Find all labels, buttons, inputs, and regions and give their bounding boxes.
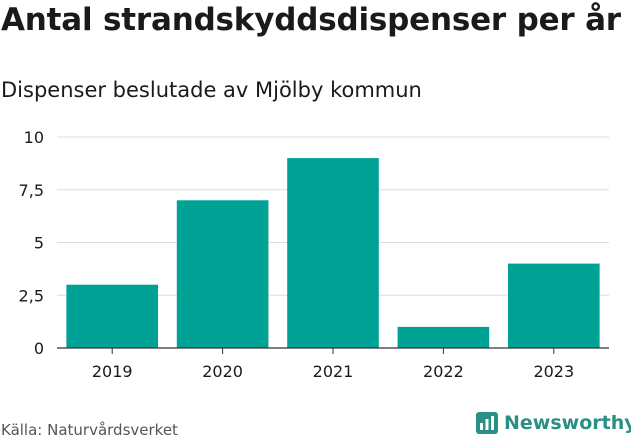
- bar-2020: [176, 200, 269, 348]
- newsworthy-logo-icon: [476, 412, 498, 434]
- y-tick-label: 10: [24, 128, 44, 147]
- bar-2023: [507, 263, 600, 348]
- x-tick-label: 2020: [202, 362, 243, 381]
- brand-name: Newsworthy: [504, 412, 631, 434]
- chart-title: Antal strandskyddsdispenser per år: [1, 2, 621, 38]
- y-tick-label: 0: [34, 339, 44, 358]
- bar-2019: [66, 284, 159, 348]
- y-tick-label: 5: [34, 234, 44, 253]
- source-note: Källa: Naturvårdsverket: [1, 421, 178, 439]
- x-tick-label: 2023: [533, 362, 574, 381]
- chart-subtitle: Dispenser beslutade av Mjölby kommun: [1, 78, 422, 102]
- bar-chart: 0 2,5 5 7,5 10 2019 2020 2021 2022 2023: [19, 128, 609, 381]
- brand-logo-group: Newsworthy: [476, 408, 631, 438]
- x-tick-label: 2022: [423, 362, 464, 381]
- x-tick-label: 2021: [313, 362, 354, 381]
- bar-2022: [397, 326, 490, 348]
- x-tick-label: 2019: [92, 362, 133, 381]
- y-tick-label: 2,5: [19, 286, 44, 305]
- y-tick-label: 7,5: [19, 181, 44, 200]
- bar-2021: [287, 158, 379, 348]
